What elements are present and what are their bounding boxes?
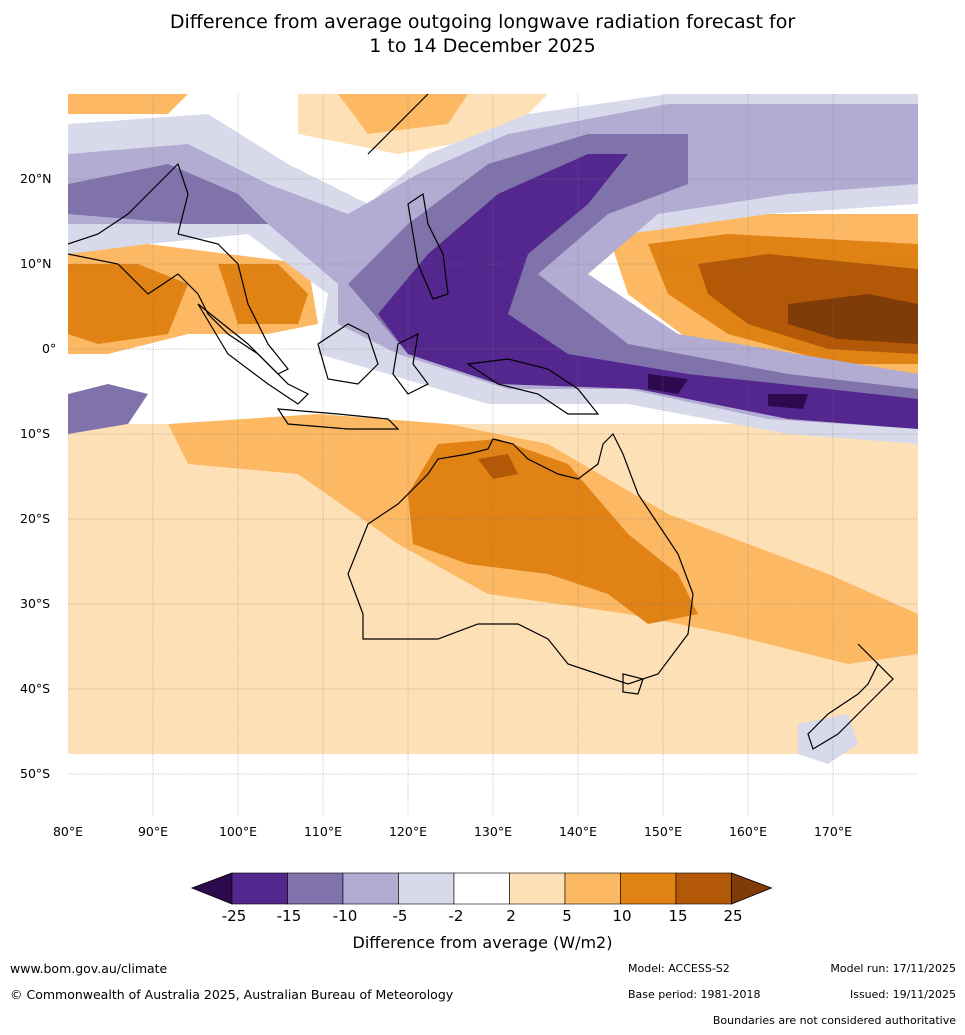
- colorbar-label: -2: [448, 907, 464, 925]
- footer-model-run: Model run: 17/11/2025: [830, 962, 956, 975]
- sulawesi-coastline: [392, 332, 429, 395]
- lat-label-10n: 10°N: [20, 256, 52, 271]
- footer-url[interactable]: www.bom.gov.au/climate: [10, 961, 168, 976]
- colorbar-segment: [453, 872, 510, 905]
- colorbar-segment: [564, 872, 621, 905]
- colorbar-label: -25: [221, 907, 247, 925]
- colorbar-label: 10: [612, 907, 632, 925]
- lon-label-90e: 90°E: [137, 824, 169, 839]
- footer-copyright: © Commonwealth of Australia 2025, Austra…: [10, 987, 454, 1002]
- china-medium-orange: [338, 94, 468, 134]
- colorbar-segment: [287, 872, 344, 905]
- footer-base-period: Base period: 1981-2018: [628, 988, 761, 1001]
- colorbar-label: 15: [668, 907, 688, 925]
- colorbar-label: -15: [276, 907, 302, 925]
- footer-issued: Issued: 19/11/2025: [849, 988, 956, 1001]
- lat-label-30s: 30°S: [20, 596, 51, 611]
- colorbar-arrow-low: [190, 872, 233, 905]
- colorbar-segment: [675, 872, 732, 905]
- lon-label-110e: 110°E: [303, 824, 342, 839]
- australia-coastline: [347, 432, 694, 685]
- lat-label-20n: 20°N: [20, 171, 52, 186]
- lon-label-170e: 170°E: [813, 824, 852, 839]
- colorbar-segment: [398, 872, 455, 905]
- indian-ocean-strong-orange: [68, 264, 188, 344]
- lon-label-100e: 100°E: [218, 824, 257, 839]
- new-zealand-light-purple: [798, 714, 858, 764]
- purple-peak-2: [768, 394, 808, 409]
- coastlines: [67, 93, 894, 750]
- lat-label-40s: 40°S: [20, 681, 51, 696]
- pacific-peak-orange: [788, 294, 918, 344]
- sumatra-coastline: [197, 303, 310, 405]
- lat-label-50s: 50°S: [20, 766, 51, 781]
- tasmania-coastline: [622, 673, 644, 695]
- lat-label-10s: 10°S: [20, 426, 51, 441]
- java-coastline: [276, 408, 400, 430]
- lon-label-140e: 140°E: [558, 824, 597, 839]
- lon-label-160e: 160°E: [728, 824, 767, 839]
- northwest-orange: [68, 94, 188, 114]
- lon-label-130e: 130°E: [473, 824, 512, 839]
- footer-model: Model: ACCESS-S2: [628, 962, 730, 975]
- colorbar-arrow-high: [731, 872, 773, 905]
- colorbar-label: -5: [392, 907, 408, 925]
- indian-ocean-purple: [68, 384, 148, 434]
- colorbar-label: 5: [562, 907, 572, 925]
- lon-label-80e: 80°E: [52, 824, 84, 839]
- lat-label-equator: 0°: [42, 341, 57, 356]
- mainland-asia-coastline: [67, 162, 289, 375]
- colorbar-label: 2: [506, 907, 516, 925]
- map-title: Difference from average outgoing longwav…: [0, 10, 965, 58]
- colorbar-segment: [509, 872, 566, 905]
- colorbar-title: Difference from average (W/m2): [352, 933, 613, 952]
- colorbar-label: -10: [332, 907, 358, 925]
- australia-peak-orange: [478, 454, 518, 479]
- new-zealand-coastline: [807, 643, 894, 750]
- map-svg: [67, 93, 918, 816]
- title-line-1: Difference from average outgoing longwav…: [169, 11, 796, 33]
- andaman-strong-orange: [218, 264, 308, 324]
- china-coastline: [367, 93, 429, 155]
- lon-label-150e: 150°E: [643, 824, 682, 839]
- purple-peak-1: [648, 374, 688, 394]
- new-guinea-coastline: [466, 358, 600, 415]
- colorbar-segment: [231, 872, 288, 905]
- colorbar-segment: [620, 872, 677, 905]
- lat-label-20s: 20°S: [20, 511, 51, 526]
- colorbar: [190, 872, 773, 905]
- colorbar-label: 25: [723, 907, 743, 925]
- philippines-coastline: [407, 192, 449, 300]
- graticule: [68, 94, 918, 816]
- lon-label-120e: 120°E: [388, 824, 427, 839]
- olr-anomaly-map: [67, 93, 918, 816]
- title-line-2: 1 to 14 December 2025: [369, 35, 596, 57]
- australia-strong-orange: [408, 439, 698, 624]
- borneo-coastline: [317, 323, 379, 385]
- footer-boundaries: Boundaries are not considered authoritat…: [712, 1014, 956, 1027]
- colorbar-segment: [342, 872, 399, 905]
